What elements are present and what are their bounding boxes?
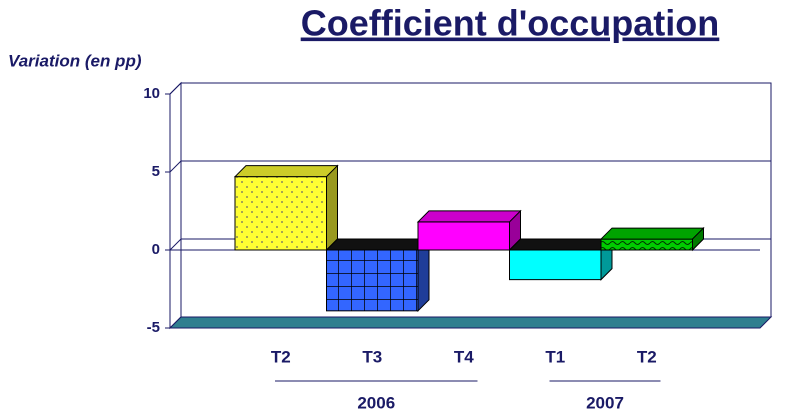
bar-top: [416, 210, 522, 223]
grid-line: [169, 160, 182, 173]
bar-top: [508, 238, 614, 251]
x-tick-label: T2: [637, 347, 657, 366]
bar: [234, 176, 327, 251]
bar: [509, 249, 602, 281]
bar-side: [326, 164, 338, 252]
grid-line: [169, 82, 182, 95]
y-tick-label: -5: [147, 319, 160, 336]
bar: [600, 238, 693, 251]
chart-title: Coefficient d'occupation: [301, 3, 720, 44]
bar-top: [325, 238, 431, 251]
bar-side: [692, 226, 704, 252]
bar: [326, 249, 419, 312]
grid-line: [169, 238, 182, 251]
x-tick-label: T2: [271, 347, 291, 366]
x-tick-label: T1: [545, 347, 565, 366]
group-label: 2007: [586, 393, 624, 412]
floor: [168, 316, 773, 329]
y-tick-label: 5: [152, 163, 160, 180]
side-wall: [169, 81, 182, 330]
bar-top: [599, 227, 705, 240]
y-tick-label: 0: [152, 241, 160, 258]
y-axis-label: Variation (en pp): [8, 51, 142, 70]
x-tick-label: T3: [362, 347, 382, 366]
bar-top: [233, 165, 339, 178]
bar: [417, 221, 510, 251]
group-label: 2006: [357, 393, 395, 412]
x-tick-label: T4: [454, 347, 474, 366]
y-tick-label: 10: [143, 85, 160, 102]
